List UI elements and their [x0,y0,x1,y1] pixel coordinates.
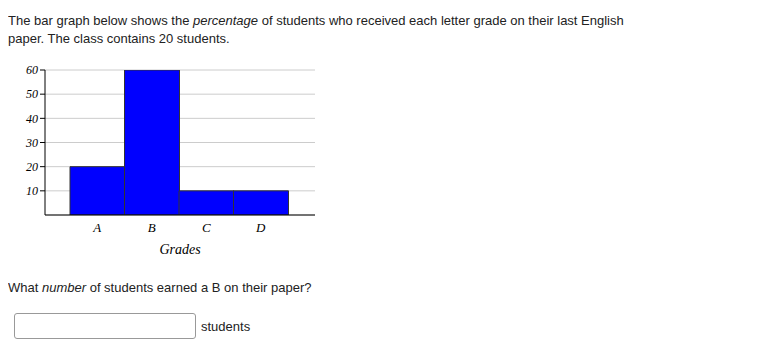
html-text:students: students [201,318,251,334]
svg-text:D: D [255,220,266,235]
svg-text:20: 20 [26,160,38,174]
svg-text:40: 40 [26,112,38,126]
svg-text:10: 10 [26,184,38,198]
svg-text:50: 50 [26,87,38,101]
svg-text:A: A [92,220,101,235]
html-text:What number of students earned: What number of students earned a B on th… [8,280,312,295]
html-text:paper. The class contains 20 s: paper. The class contains 20 students. [8,31,230,46]
html-text:The bar graph below shows the: The bar graph below shows the percentage… [8,13,624,28]
svg-text:Grades: Grades [159,242,201,257]
svg-text:C: C [202,220,211,235]
svg-text:60: 60 [26,63,38,77]
svg-text:B: B [148,220,156,235]
svg-text:30: 30 [25,136,38,150]
